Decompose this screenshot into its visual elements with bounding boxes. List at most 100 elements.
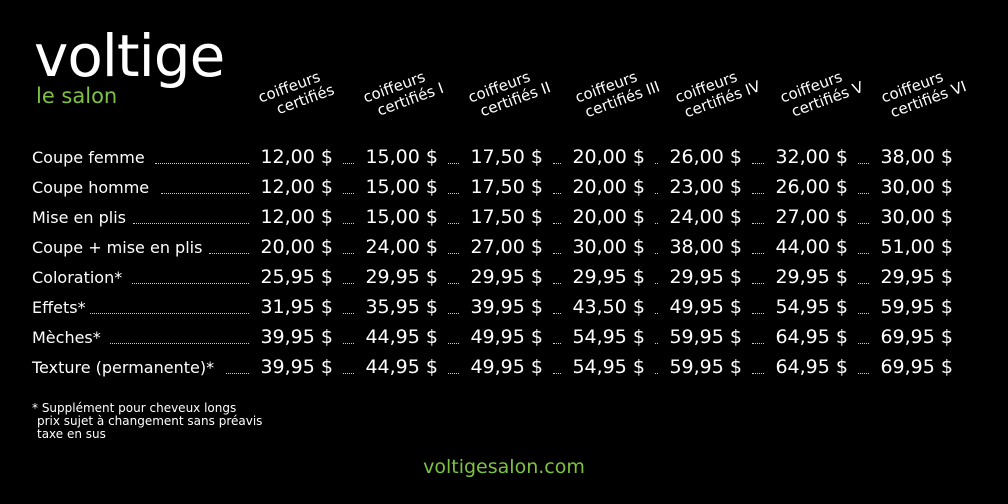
price-cell: 26,00 $ [775, 176, 848, 198]
price-cell: 39,95 $ [260, 326, 333, 348]
price-cell: 38,00 $ [880, 146, 953, 168]
service-name: Coupe + mise en plis [32, 238, 203, 257]
dot-leader [858, 343, 869, 344]
dot-leader [752, 313, 764, 314]
note-price-change: prix sujet à changement sans préavis [37, 414, 263, 428]
price-cell: 31,95 $ [260, 296, 333, 318]
service-name: Effets* [32, 298, 86, 317]
dot-leader [343, 193, 354, 194]
dot-leader [448, 313, 459, 314]
note-tax: taxe en sus [37, 427, 106, 441]
service-name: Texture (permanente)* [32, 358, 215, 377]
price-cell: 17,50 $ [470, 146, 543, 168]
price-cell: 38,00 $ [669, 236, 742, 258]
price-cell: 24,00 $ [365, 236, 438, 258]
dot-leader [655, 163, 658, 164]
price-cell: 43,50 $ [572, 296, 645, 318]
table-row: Coupe homme 12,00 $ 15,00 $ 17,50 $ 20,00 $ 2… [32, 176, 972, 202]
price-cell: 59,95 $ [669, 326, 742, 348]
price-cell: 12,00 $ [260, 146, 333, 168]
dot-leader [448, 253, 459, 254]
price-cell: 15,00 $ [365, 146, 438, 168]
price-cell: 29,95 $ [365, 266, 438, 288]
price-cell: 24,00 $ [669, 206, 742, 228]
price-cell: 17,50 $ [470, 176, 543, 198]
price-cell: 59,95 $ [669, 356, 742, 378]
dot-leader [553, 193, 561, 194]
dot-leader [132, 283, 249, 284]
service-name: Coupe femme [32, 148, 145, 167]
dot-leader [655, 223, 658, 224]
price-cell: 39,95 $ [470, 296, 543, 318]
dot-leader [655, 283, 658, 284]
service-name: Mise en plis [32, 208, 126, 227]
dot-leader [448, 373, 459, 374]
dot-leader [448, 163, 459, 164]
website-link[interactable]: voltigesalon.com [423, 456, 585, 478]
price-cell: 30,00 $ [572, 236, 645, 258]
column-header-3: coiffeurs certifiés II [445, 61, 565, 146]
service-name: Coupe homme [32, 178, 150, 197]
dot-leader [448, 343, 459, 344]
price-cell: 69,95 $ [880, 326, 953, 348]
price-cell: 35,95 $ [365, 296, 438, 318]
price-cell: 44,00 $ [775, 236, 848, 258]
table-row: Texture (permanente)* 39,95 $ 44,95 $ 49,95… [32, 356, 972, 382]
dot-leader [858, 223, 869, 224]
logo-tagline: le salon [36, 84, 118, 108]
note-surcharge: * Supplément pour cheveux longs [32, 401, 237, 415]
table-row: Coloration* 25,95 $ 29,95 $ 29,95 $ 29,95 $ 2… [32, 266, 972, 292]
dot-leader [343, 313, 354, 314]
service-name: Mèches* [32, 328, 101, 347]
price-cell: 20,00 $ [572, 206, 645, 228]
price-cell: 54,95 $ [572, 326, 645, 348]
price-cell: 29,95 $ [775, 266, 848, 288]
logo-wordmark: voltige [34, 22, 225, 90]
column-header-7: coiffeurs certifiés VI [858, 61, 978, 146]
price-cell: 54,95 $ [775, 296, 848, 318]
dot-leader [448, 223, 459, 224]
dot-leader [155, 163, 249, 164]
dot-leader [553, 313, 561, 314]
price-cell: 20,00 $ [572, 176, 645, 198]
price-cell: 30,00 $ [880, 206, 953, 228]
dot-leader [655, 373, 658, 374]
dot-leader [343, 343, 354, 344]
dot-leader [858, 373, 869, 374]
price-cell: 49,95 $ [669, 296, 742, 318]
dot-leader [553, 343, 561, 344]
dot-leader [752, 193, 764, 194]
price-cell: 29,95 $ [669, 266, 742, 288]
price-cell: 69,95 $ [880, 356, 953, 378]
price-cell: 64,95 $ [775, 326, 848, 348]
price-cell: 20,00 $ [260, 236, 333, 258]
dot-leader [655, 193, 658, 194]
price-cell: 51,00 $ [880, 236, 953, 258]
price-cell: 20,00 $ [572, 146, 645, 168]
column-header-2: coiffeurs certifiés I [340, 61, 460, 146]
dot-leader [553, 163, 561, 164]
price-cell: 39,95 $ [260, 356, 333, 378]
dot-leader [209, 253, 249, 254]
price-cell: 17,50 $ [470, 206, 543, 228]
dot-leader [858, 193, 869, 194]
dot-leader [655, 253, 658, 254]
dot-leader [655, 343, 658, 344]
dot-leader [133, 223, 249, 224]
price-cell: 27,00 $ [470, 236, 543, 258]
price-cell: 32,00 $ [775, 146, 848, 168]
dot-leader [858, 313, 869, 314]
dot-leader [752, 253, 764, 254]
price-cell: 23,00 $ [669, 176, 742, 198]
dot-leader [553, 373, 561, 374]
price-cell: 12,00 $ [260, 176, 333, 198]
dot-leader [343, 223, 354, 224]
dot-leader [752, 343, 764, 344]
dot-leader [752, 163, 764, 164]
price-cell: 15,00 $ [365, 176, 438, 198]
dot-leader [752, 373, 764, 374]
price-cell: 44,95 $ [365, 326, 438, 348]
price-cell: 29,95 $ [880, 266, 953, 288]
dot-leader [448, 283, 459, 284]
dot-leader [110, 343, 249, 344]
